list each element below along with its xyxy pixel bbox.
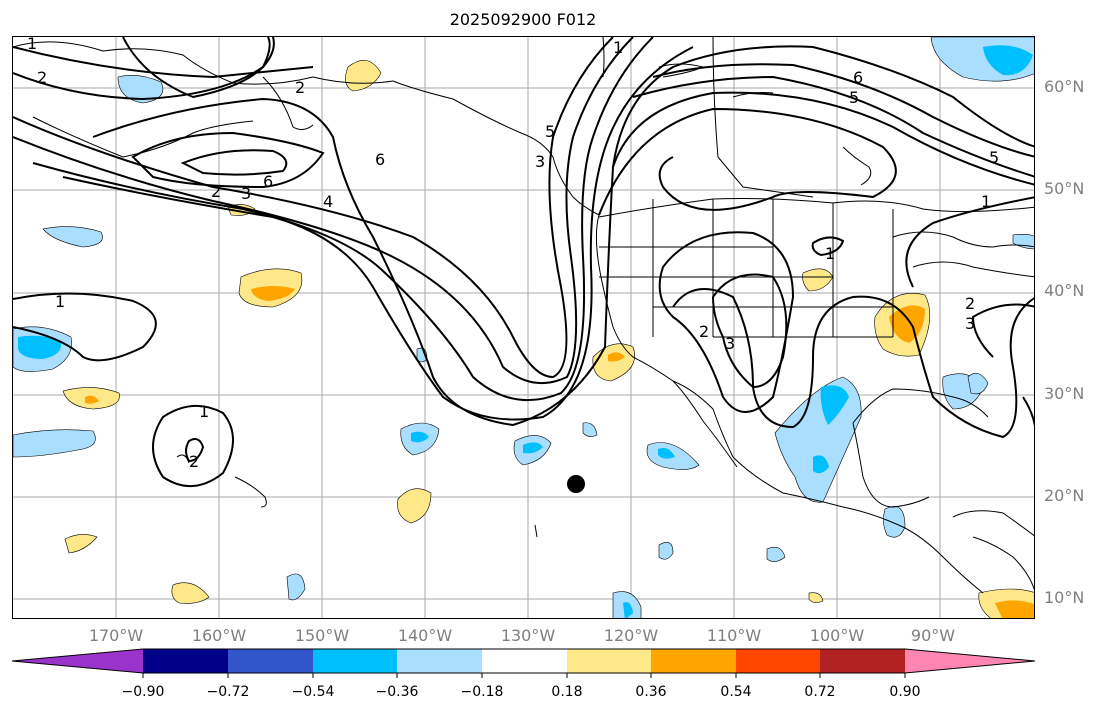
lon-label-110w: 110°W [706, 626, 762, 645]
contour-label: 4 [323, 192, 333, 211]
colorbar-tick-label: −0.36 [375, 684, 419, 700]
contour-label: 1 [199, 402, 209, 421]
lon-label-140w: 140°W [397, 626, 453, 645]
colorbar-tick-label: −0.90 [121, 684, 165, 700]
lat-label-20n: 20°N [1044, 486, 1085, 505]
contour-label: 6 [853, 68, 863, 87]
contour-label: 1 [55, 292, 65, 311]
contour-label: 3 [535, 152, 545, 171]
colorbar-tick-label: 0.36 [635, 684, 667, 700]
colorbar-extend-high [905, 649, 1035, 673]
contour-label: 3 [965, 314, 975, 333]
contour-label: 1 [981, 192, 991, 211]
lon-label-100w: 100°W [809, 626, 865, 645]
contour-label: 2 [211, 182, 221, 201]
lat-label-60n: 60°N [1044, 77, 1085, 96]
colorbar-tick-label: 0.54 [720, 684, 752, 700]
contour-label: 3 [241, 184, 251, 203]
contour-label: 2 [37, 68, 47, 87]
lat-label-40n: 40°N [1044, 281, 1085, 300]
lat-label-10n: 10°N [1044, 588, 1085, 607]
colorbar-tick-label: −0.54 [291, 684, 335, 700]
colorbar-bin [143, 649, 228, 673]
lat-label-30n: 30°N [1044, 384, 1085, 403]
colorbar-extend-low [12, 649, 143, 673]
colorbar-tick-label: 0.90 [889, 684, 921, 700]
colorbar-bin [482, 649, 567, 673]
plot-title: 2025092900 F012 [449, 10, 597, 29]
colorbar [11, 648, 1036, 678]
colorbar-tick-label: −0.72 [206, 684, 250, 700]
lat-label-50n: 50°N [1044, 179, 1085, 198]
contour-label: 1 [825, 244, 835, 263]
colorbar-tick-label: 0.72 [804, 684, 836, 700]
contour-label: 2 [965, 294, 975, 313]
contour-label-group: 1 2 2 3 4 6 6 5 1 1 2 3 1 2 1 2 3 6 5 5 … [27, 37, 999, 471]
colorbar-bin [820, 649, 905, 673]
contour-label: 5 [849, 88, 859, 107]
lon-label-90w: 90°W [910, 626, 956, 645]
map-panel[interactable]: 1 2 2 3 4 6 6 5 1 1 2 3 1 2 1 2 3 6 5 5 … [12, 36, 1035, 619]
contour-label: 1 [613, 38, 623, 57]
colorbar-bin [567, 649, 651, 673]
contour-label: 5 [989, 148, 999, 167]
contour-label: 2 [189, 452, 199, 471]
contour-label: 1 [27, 37, 37, 53]
colorbar-bin [228, 649, 313, 673]
contour-label: 2 [295, 78, 305, 97]
contour-label: 6 [375, 150, 385, 169]
contour-label: 3 [725, 334, 735, 353]
map-canvas: 1 2 2 3 4 6 6 5 1 1 2 3 1 2 1 2 3 6 5 5 … [13, 37, 1034, 618]
contour-label: 2 [699, 322, 709, 341]
lon-label-130w: 130°W [500, 626, 556, 645]
contour-lines [13, 37, 1034, 488]
anomaly-shading [13, 37, 1034, 618]
colorbar-tick-label: −0.18 [460, 684, 504, 700]
colorbar-bin [651, 649, 736, 673]
lon-label-150w: 150°W [294, 626, 350, 645]
colorbar-bin [736, 649, 820, 673]
lon-label-160w: 160°W [191, 626, 247, 645]
colorbar-ticks [142, 673, 906, 678]
lon-label-120w: 120°W [603, 626, 659, 645]
lon-label-170w: 170°W [88, 626, 144, 645]
contour-label: 5 [545, 122, 555, 141]
colorbar-bin [313, 649, 397, 673]
colorbar-tick-label: 0.18 [551, 684, 583, 700]
storm-position-marker[interactable] [567, 475, 585, 493]
contour-label: 6 [263, 172, 273, 191]
colorbar-bin [397, 649, 482, 673]
